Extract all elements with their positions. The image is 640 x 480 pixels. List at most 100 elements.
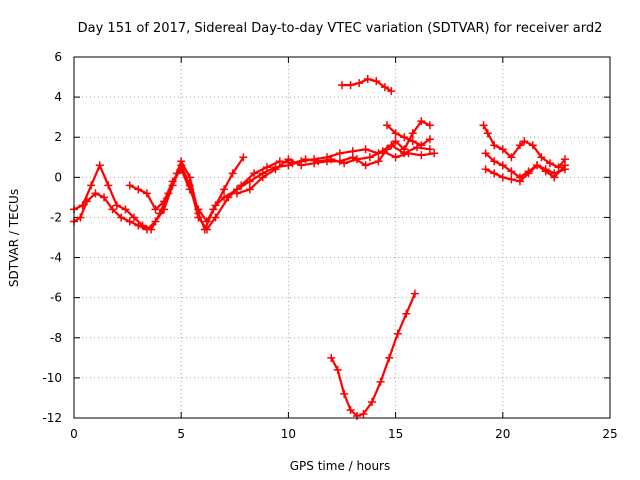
data-point <box>363 75 372 84</box>
data-point <box>134 185 143 194</box>
series-track-3 <box>125 141 434 226</box>
data-point <box>353 411 362 420</box>
data-point <box>515 141 524 150</box>
data-point <box>310 159 319 168</box>
y-tick-label: 0 <box>54 170 62 184</box>
y-tick-label: 2 <box>54 130 62 144</box>
data-point <box>117 213 126 222</box>
data-point <box>130 213 139 222</box>
data-point <box>275 157 284 166</box>
data-point <box>361 161 370 170</box>
chart-title: Day 151 of 2017, Sidereal Day-to-day VTE… <box>78 21 603 36</box>
data-point <box>245 185 254 194</box>
data-point <box>545 159 554 168</box>
data-point <box>481 149 490 158</box>
y-tick-label: -8 <box>50 331 62 345</box>
data-point <box>524 169 533 178</box>
data-point <box>91 189 100 198</box>
data-point <box>490 169 499 178</box>
data-point <box>168 177 177 186</box>
data-point <box>528 141 537 150</box>
data-point <box>160 205 169 214</box>
data-point <box>194 205 203 214</box>
data-point <box>202 225 211 234</box>
data-point <box>87 181 96 190</box>
data-point <box>490 157 499 166</box>
data-point <box>515 177 524 186</box>
x-tick-label: 20 <box>495 427 510 441</box>
data-point <box>380 83 389 92</box>
data-point <box>76 213 85 222</box>
y-tick-label: -10 <box>42 371 62 385</box>
data-point <box>372 77 381 86</box>
data-point <box>391 129 400 138</box>
data-point <box>560 161 569 170</box>
data-point <box>134 221 143 230</box>
series-line <box>484 152 567 179</box>
data-point <box>104 181 113 190</box>
data-point <box>185 185 194 194</box>
series-track-2 <box>70 147 439 234</box>
data-point <box>327 353 336 362</box>
data-point <box>125 181 134 190</box>
series-track-4 <box>232 117 434 198</box>
data-series <box>70 75 569 420</box>
data-point <box>537 153 546 162</box>
data-point <box>142 225 151 234</box>
data-point <box>383 145 392 154</box>
data-point <box>177 165 186 174</box>
data-point <box>346 81 355 90</box>
data-point <box>82 197 91 206</box>
data-point <box>365 153 374 162</box>
data-point <box>359 409 368 418</box>
data-point <box>507 167 516 176</box>
data-point <box>258 173 267 182</box>
data-point <box>400 145 409 154</box>
data-point <box>490 141 499 150</box>
x-tick-label: 15 <box>388 427 403 441</box>
data-point <box>498 173 507 182</box>
data-point <box>160 197 169 206</box>
series-track-10 <box>481 161 569 186</box>
series-track-7 <box>327 289 419 420</box>
series-line <box>235 120 431 195</box>
data-point <box>262 163 271 172</box>
data-point <box>376 377 385 386</box>
data-point <box>108 205 117 214</box>
data-point <box>151 217 160 226</box>
data-point <box>498 161 507 170</box>
data-point <box>250 169 259 178</box>
data-point <box>211 201 220 210</box>
data-point <box>417 141 426 150</box>
data-point <box>391 153 400 162</box>
data-point <box>533 161 542 170</box>
data-point <box>297 161 306 170</box>
data-point <box>417 117 426 126</box>
series-line <box>484 164 567 183</box>
data-point <box>374 149 383 158</box>
series-line <box>128 144 431 223</box>
data-point <box>340 389 349 398</box>
series-track-6 <box>338 75 396 96</box>
data-point <box>194 213 203 222</box>
data-point <box>346 405 355 414</box>
y-tick-label: -2 <box>50 210 62 224</box>
data-point <box>228 169 237 178</box>
data-point <box>383 121 392 130</box>
series-track-8 <box>479 121 569 172</box>
data-point <box>211 213 220 222</box>
y-tick-label: 4 <box>54 90 62 104</box>
y-axis-label: SDTVAR / TECUs <box>7 189 21 287</box>
data-point <box>202 217 211 226</box>
data-point <box>483 129 492 138</box>
data-point <box>355 79 364 88</box>
y-tick-label: 6 <box>54 50 62 64</box>
data-point <box>410 289 419 298</box>
data-point <box>95 161 104 170</box>
data-point <box>408 129 417 138</box>
data-point <box>322 157 331 166</box>
x-tick-label: 25 <box>602 427 617 441</box>
data-point <box>220 193 229 202</box>
data-point <box>335 149 344 158</box>
